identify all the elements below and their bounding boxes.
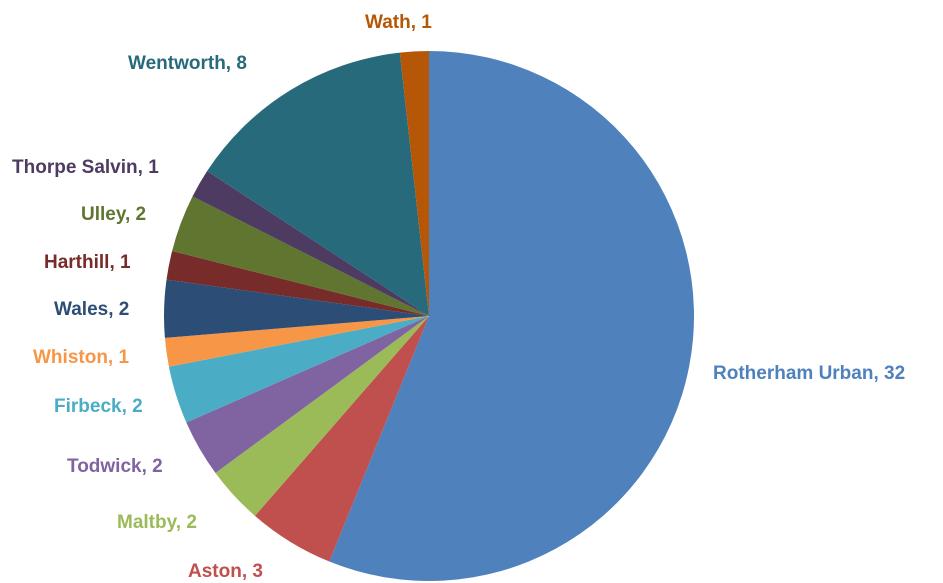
pie-slice-ulley	[172, 196, 430, 316]
data-label-whiston: Whiston, 1	[33, 347, 129, 368]
data-label-harthill: Harthill, 1	[44, 252, 131, 273]
data-label-thorpe-salvin: Thorpe Salvin, 1	[12, 157, 159, 178]
data-label-rotherham-urban: Rotherham Urban, 32	[713, 363, 905, 384]
data-label-aston: Aston, 3	[188, 561, 263, 582]
pie-slice-aston	[254, 316, 429, 562]
pie-labels: Rotherham Urban, 32 Aston, 3 Maltby, 2 Todw…	[12, 12, 905, 582]
data-label-maltby: Maltby, 2	[117, 512, 197, 533]
data-label-wales: Wales, 2	[54, 299, 129, 320]
pie-slice-rotherham-urban	[329, 50, 695, 581]
pie-slice-whiston	[164, 316, 429, 367]
pie-slice-wales	[164, 279, 429, 338]
pie-slice-firbeck	[168, 316, 430, 423]
data-label-ulley: Ulley, 2	[81, 204, 146, 225]
pie-slice-wentworth	[207, 52, 429, 317]
data-label-wentworth: Wentworth, 8	[128, 53, 247, 74]
pie-slice-thorpe-salvin	[192, 171, 429, 316]
pie-slice-harthill	[166, 250, 429, 316]
pie-slice-maltby	[215, 316, 429, 516]
pie-slice-wath	[399, 51, 429, 316]
pie-slices	[164, 50, 695, 581]
pie-slice-todwick	[186, 316, 429, 473]
data-label-wath: Wath, 1	[365, 12, 432, 33]
data-label-firbeck: Firbeck, 2	[54, 396, 143, 417]
data-label-todwick: Todwick, 2	[67, 456, 163, 477]
